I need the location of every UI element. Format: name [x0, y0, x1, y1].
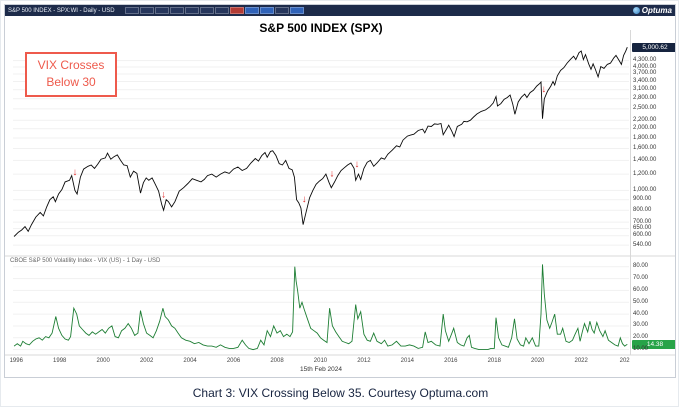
optuma-brand: Optuma	[632, 6, 672, 15]
x-axis-tick-label: 2016	[444, 358, 458, 364]
y-axis-tick-label: 40.00	[633, 310, 649, 317]
toolbar-button[interactable]	[214, 7, 229, 14]
vix-cross-arrow-icon: ↓	[72, 167, 77, 178]
y-axis-tick-label: 1,600.00	[633, 145, 657, 152]
annotation-line1: VIX Crosses	[37, 58, 105, 72]
x-axis-tick-label: 1996	[9, 358, 23, 364]
y-axis-tick-label: 800.00	[633, 206, 652, 213]
y-axis-tick-label: 50.00	[633, 298, 649, 305]
x-axis-tick-label: 2004	[183, 358, 197, 364]
toolbar: S&P 500 INDEX - SPX:WI - Daily - USD Opt…	[5, 5, 675, 16]
vix-pane-label: CBOE S&P 500 Volatility Index - VIX (US)…	[10, 258, 161, 264]
y-axis-tick-label: 4,300.00	[633, 57, 657, 64]
vix-cross-arrow-icon: ↓	[354, 159, 359, 170]
date-label: 15th Feb 2024	[300, 366, 342, 373]
y-axis-tick-label: 20.00	[633, 334, 649, 341]
y-axis-tick-label: 3,100.00	[633, 86, 657, 93]
toolbar-button[interactable]	[289, 7, 304, 14]
chart-area[interactable]: ↓ ↓ ↓ ↓ ↓ ↓ S&P 500 INDEX (SPX) VIX Crosses B…	[5, 16, 675, 377]
toolbar-button[interactable]	[244, 7, 259, 14]
x-axis-tick-label: 2020	[531, 358, 545, 364]
y-axis-tick-label: 700.00	[633, 218, 652, 225]
y-axis-tick-label: 4,000.00	[633, 63, 657, 70]
vix-series-line	[13, 264, 628, 351]
plot-svg: ↓ ↓ ↓ ↓ ↓ ↓	[5, 30, 675, 356]
x-axis-tick-label: 2000	[96, 358, 110, 364]
vix-badge: 14.38	[632, 340, 675, 349]
toolbar-buttons	[124, 7, 633, 14]
price-series-line	[13, 47, 628, 237]
x-axis-tick-label: 2012	[357, 358, 371, 364]
chart-title: S&P 500 INDEX (SPX)	[259, 21, 383, 35]
vix-cross-arrow-icon: ↓	[541, 84, 546, 95]
vix-cross-arrow-icon: ↓	[302, 194, 307, 205]
x-axis-tick-label: 2008	[270, 358, 284, 364]
vix-cross-arrow-icon: ↓	[329, 169, 334, 180]
y-axis-tick-label: 600.00	[633, 232, 652, 239]
y-axis-tick-label: 3,400.00	[633, 77, 657, 84]
y-axis-tick-label: 10.00	[633, 346, 649, 353]
toolbar-button[interactable]	[259, 7, 274, 14]
price-badge: 5,000.62	[632, 43, 675, 52]
x-axis-tick-label: 1998	[53, 358, 67, 364]
y-axis-tick-label: 1,400.00	[633, 156, 657, 163]
y-axis-tick-label: 1,200.00	[633, 170, 657, 177]
y-axis-tick-label: 3,700.00	[633, 70, 657, 77]
y-axis-tick-label: 80.00	[633, 263, 649, 270]
toolbar-button[interactable]	[199, 7, 214, 14]
x-axis-tick-label: 2014	[400, 358, 415, 364]
symbol-label: S&P 500 INDEX - SPX:WI - Daily - USD	[8, 7, 115, 14]
x-axis-tick-label: 2002	[139, 358, 154, 364]
optuma-window: S&P 500 INDEX - SPX:WI - Daily - USD Opt…	[4, 4, 676, 378]
optuma-brand-text: Optuma	[641, 6, 672, 15]
y-axis-tick-label: 540.00	[633, 241, 652, 248]
x-axis-tick-label: 202	[619, 358, 630, 364]
y-axis-tick-label: 900.00	[633, 196, 652, 203]
toolbar-button[interactable]	[169, 7, 184, 14]
y-axis-tick-label: 70.00	[633, 275, 649, 282]
toolbar-button[interactable]	[229, 7, 244, 14]
annotation-line2: Below 30	[46, 75, 96, 89]
y-axis-tick-label: 2,000.00	[633, 125, 657, 132]
y-axis-tick-label: 60.00	[633, 286, 649, 293]
y-axis-tick-label: 30.00	[633, 322, 649, 329]
caption: Chart 3: VIX Crossing Below 35. Courtesy…	[192, 386, 489, 400]
toolbar-button[interactable]	[124, 7, 139, 14]
y-axis-tick-label: 2,800.00	[633, 95, 657, 102]
vix-annotation-box[interactable]: VIX Crosses Below 30	[25, 52, 117, 97]
optuma-logo-icon	[632, 7, 640, 14]
toolbar-button[interactable]	[139, 7, 154, 14]
x-axis-tick-label: 2010	[313, 358, 328, 364]
toolbar-button[interactable]	[184, 7, 199, 14]
y-axis-tick-label: 650.00	[633, 225, 652, 232]
vix-cross-arrow-icon: ↓	[161, 190, 166, 201]
x-axis-tick-label: 2022	[574, 358, 588, 364]
x-axis-tick-label: 2006	[226, 358, 241, 364]
toolbar-button[interactable]	[274, 7, 289, 14]
y-axis-tick-label: 2,500.00	[633, 105, 657, 112]
toolbar-button[interactable]	[154, 7, 169, 14]
y-axis-tick-label: 1,800.00	[633, 134, 657, 141]
y-axis-tick-label: 1,000.00	[633, 186, 657, 193]
y-axis-tick-label: 2,200.00	[633, 116, 657, 123]
x-axis-tick-label: 2018	[487, 358, 501, 364]
